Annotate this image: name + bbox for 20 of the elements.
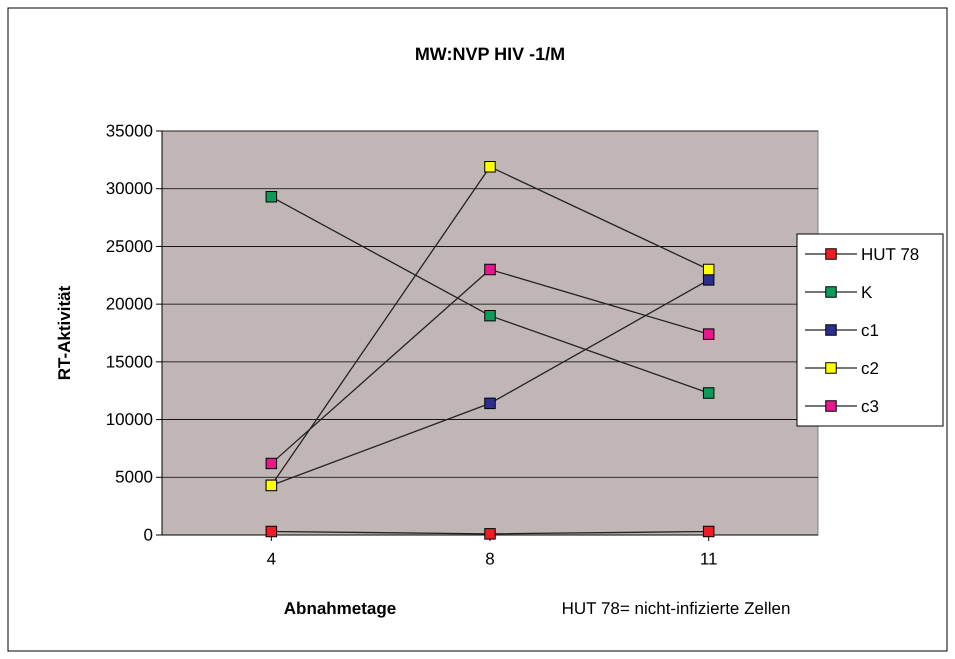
- y-axis-title: RT-Aktivität: [55, 285, 74, 380]
- x-tick-label: 11: [700, 549, 718, 568]
- legend-label: c1: [861, 321, 879, 340]
- chart-title: MW:NVP HIV -1/M: [414, 44, 566, 64]
- y-tick-label: 5000: [115, 468, 153, 487]
- y-tick-label: 15000: [106, 352, 153, 372]
- y-tick-label: 0: [144, 525, 153, 544]
- y-tick-label: 35000: [106, 121, 153, 140]
- x-tick-label: 8: [485, 549, 495, 568]
- y-tick-label: 20000: [106, 294, 153, 314]
- y-tick-label: 10000: [106, 410, 153, 430]
- y-tick-label: 30000: [106, 179, 153, 198]
- legend-label: HUT 78: [861, 245, 920, 264]
- legend-label: c2: [861, 359, 879, 378]
- x-tick-label: 4: [266, 549, 276, 568]
- text: HUT 78= nicht-infizierte Zellen: [562, 599, 790, 618]
- legend-label: K: [861, 283, 873, 302]
- legend-label: c3: [861, 397, 879, 416]
- y-tick-label: 25000: [106, 236, 153, 256]
- x-axis-title: Abnahmetage: [284, 599, 396, 618]
